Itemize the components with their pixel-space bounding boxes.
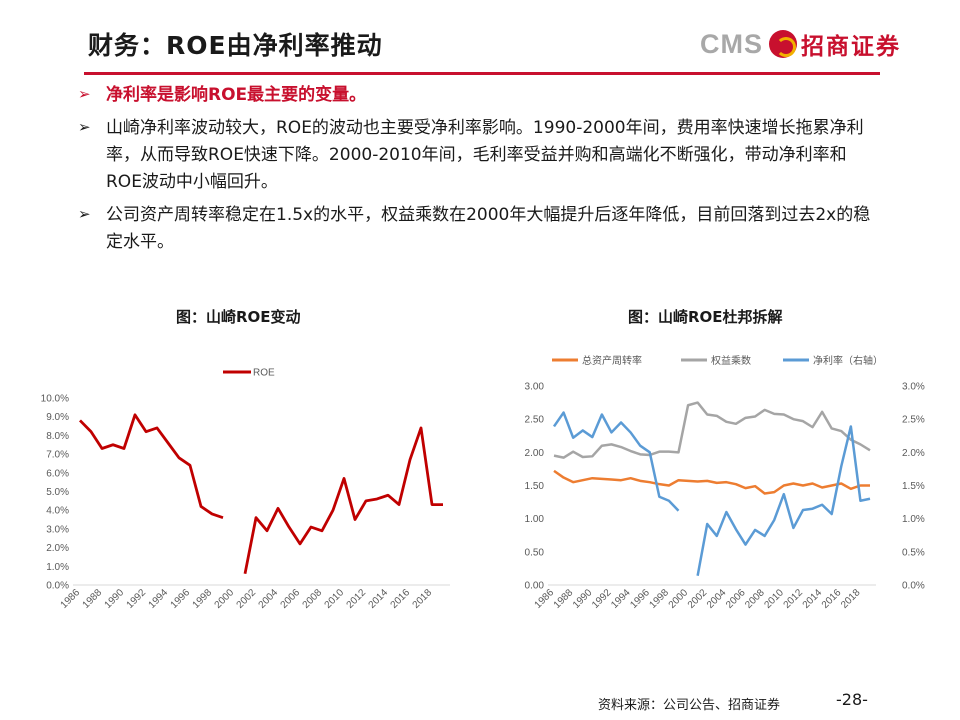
y-tick-label: 2.0% bbox=[46, 543, 69, 554]
x-tick-label: 1994 bbox=[147, 587, 171, 611]
bullet-text: 山崎净利率波动较大，ROE的波动也主要受净利率影响。1990-2000年间，费用… bbox=[106, 118, 864, 192]
legend-label-roe: ROE bbox=[253, 368, 275, 379]
y2-tick-label: 2.5% bbox=[902, 415, 925, 426]
bullet-item: ➢ 净利率是影响ROE最主要的变量。 bbox=[78, 82, 878, 109]
y-tick-label: 10.0% bbox=[41, 394, 69, 405]
header-divider bbox=[84, 72, 880, 75]
x-tick-label: 2012 bbox=[782, 587, 806, 611]
cms-logo: CMS 招商证券 bbox=[700, 26, 901, 62]
legend-label-turnover: 总资产周转率 bbox=[582, 354, 642, 367]
roe-line-chart: 0.0% 1.0% 2.0% 3.0% 4.0% 5.0% 6.0% 7.0% 8.0% 9.0%… bbox=[41, 368, 450, 611]
y-tick-label: 8.0% bbox=[46, 431, 69, 442]
bullet-item: ➢ 山崎净利率波动较大，ROE的波动也主要受净利率影响。1990-2000年间，… bbox=[78, 115, 878, 196]
x-tick-label: 2010 bbox=[762, 587, 786, 611]
y2-tick-label: 1.0% bbox=[902, 514, 925, 525]
y-tick-label: 3.00 bbox=[525, 382, 545, 393]
x-tick-label: 2010 bbox=[323, 587, 347, 611]
margin-series-line bbox=[696, 425, 871, 576]
dupont-line-chart: 0.00 0.50 1.00 1.50 2.00 2.50 3.00 0.0% 0.5% 1.0%… bbox=[525, 354, 925, 611]
x-tick-label: 1998 bbox=[648, 587, 672, 611]
y2-tick-label: 3.0% bbox=[902, 382, 925, 393]
bullet-list: ➢ 净利率是影响ROE最主要的变量。 ➢ 山崎净利率波动较大，ROE的波动也主要… bbox=[78, 82, 878, 262]
logo-chinese: 招商证券 bbox=[801, 34, 901, 60]
logo-emblem-icon bbox=[769, 30, 797, 58]
y-tick-label: 5.0% bbox=[46, 487, 69, 498]
x-tick-label: 2008 bbox=[743, 587, 767, 611]
x-tick-label: 1996 bbox=[169, 587, 193, 611]
x-tick-label: 2006 bbox=[724, 587, 748, 611]
dupont-chart-title: 图：山崎ROE杜邦拆解 bbox=[628, 308, 783, 326]
roe-series-line bbox=[243, 426, 443, 575]
y-tick-label: 2.50 bbox=[525, 415, 545, 426]
y-tick-label: 0.0% bbox=[46, 581, 69, 592]
margin-series-line bbox=[552, 411, 680, 512]
x-tick-label: 1998 bbox=[191, 587, 215, 611]
y2-tick-label: 0.0% bbox=[902, 581, 925, 592]
roe-chart-title: 图：山崎ROE变动 bbox=[176, 308, 301, 326]
y2-tick-label: 1.5% bbox=[902, 481, 925, 492]
x-tick-label: 1992 bbox=[125, 587, 149, 611]
x-tick-label: 1994 bbox=[609, 587, 633, 611]
y-tick-label: 0.50 bbox=[525, 547, 545, 558]
logo-latin: CMS bbox=[700, 28, 763, 59]
bullet-item: ➢ 公司资产周转率稳定在1.5x的水平，权益乘数在2000年大幅提升后逐年降低，… bbox=[78, 202, 878, 256]
x-tick-label: 2016 bbox=[389, 587, 413, 611]
y-tick-label: 6.0% bbox=[46, 468, 69, 479]
y-tick-label: 3.0% bbox=[46, 524, 69, 535]
roe-series-line bbox=[79, 413, 224, 520]
x-tick-label: 1990 bbox=[103, 587, 127, 611]
x-tick-label: 2006 bbox=[279, 587, 303, 611]
bullet-text: 净利率是影响ROE最主要的变量。 bbox=[106, 85, 367, 105]
y-tick-label: 9.0% bbox=[46, 412, 69, 423]
page-title: 财务：ROE由净利率推动 bbox=[88, 31, 383, 60]
x-tick-label: 2004 bbox=[257, 587, 281, 611]
x-tick-label: 2018 bbox=[411, 587, 435, 611]
x-tick-label: 1996 bbox=[628, 587, 652, 611]
x-tick-label: 2000 bbox=[213, 587, 237, 611]
x-tick-label: 1992 bbox=[590, 587, 614, 611]
arrow-bullet-icon: ➢ bbox=[78, 205, 91, 223]
x-tick-label: 2002 bbox=[235, 587, 259, 611]
y-tick-label: 1.50 bbox=[525, 481, 545, 492]
y2-tick-label: 0.5% bbox=[902, 547, 925, 558]
y2-tick-label: 2.0% bbox=[902, 448, 925, 459]
y-tick-label: 1.0% bbox=[46, 562, 69, 573]
x-tick-label: 2002 bbox=[686, 587, 710, 611]
x-tick-label: 2014 bbox=[801, 587, 825, 611]
x-tick-label: 1988 bbox=[552, 587, 576, 611]
y-tick-label: 4.0% bbox=[46, 506, 69, 517]
x-tick-label: 1988 bbox=[81, 587, 105, 611]
x-tick-label: 2016 bbox=[820, 587, 844, 611]
multiplier-series-line bbox=[553, 401, 871, 459]
turnover-series-line bbox=[553, 469, 870, 495]
bullet-text: 公司资产周转率稳定在1.5x的水平，权益乘数在2000年大幅提升后逐年降低，目前… bbox=[106, 205, 871, 252]
y-tick-label: 0.00 bbox=[525, 581, 545, 592]
x-tick-label: 2012 bbox=[345, 587, 369, 611]
x-tick-label: 2014 bbox=[367, 587, 391, 611]
x-tick-label: 2000 bbox=[667, 587, 691, 611]
x-tick-label: 2018 bbox=[839, 587, 863, 611]
y-tick-label: 2.00 bbox=[525, 448, 545, 459]
source-note: 资料来源：公司公告、招商证券 bbox=[598, 698, 781, 713]
x-tick-label: 2008 bbox=[301, 587, 325, 611]
y-tick-label: 7.0% bbox=[46, 450, 69, 461]
legend-label-multiplier: 权益乘数 bbox=[711, 354, 751, 367]
page-number: -28- bbox=[836, 690, 868, 709]
arrow-bullet-icon: ➢ bbox=[78, 85, 91, 103]
legend-label-margin: 净利率（右轴） bbox=[813, 354, 883, 367]
y-tick-label: 1.00 bbox=[525, 514, 545, 525]
x-tick-label: 2004 bbox=[705, 587, 729, 611]
x-tick-label: 1990 bbox=[571, 587, 595, 611]
arrow-bullet-icon: ➢ bbox=[78, 118, 91, 136]
